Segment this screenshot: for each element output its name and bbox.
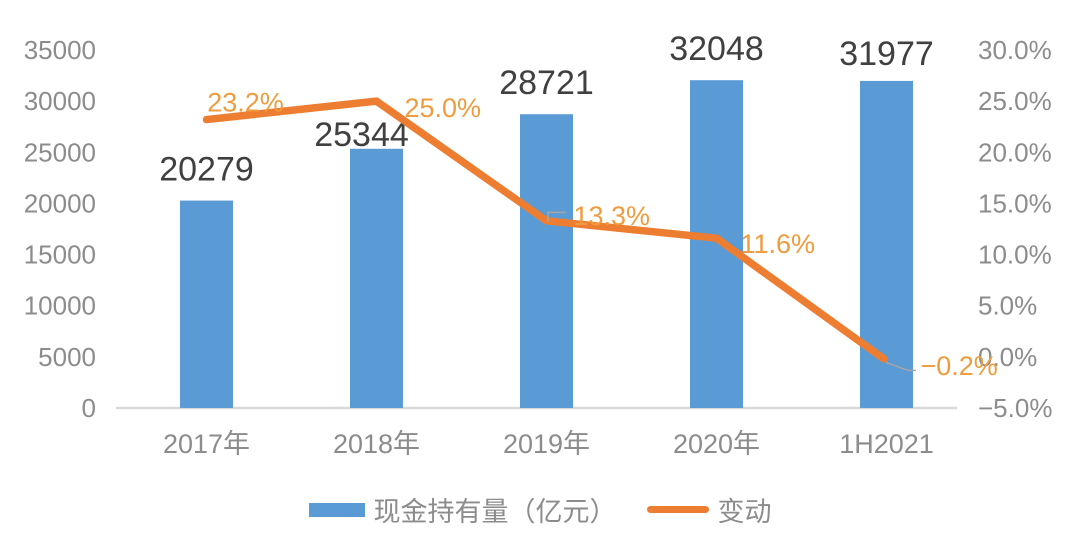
bar bbox=[520, 114, 573, 409]
bar-value-label: 32048 bbox=[669, 30, 764, 68]
bar-value-label: 31977 bbox=[839, 35, 934, 73]
legend-item-bar-series: 现金持有量（亿元） bbox=[308, 490, 617, 529]
bar-value-label: 28721 bbox=[499, 64, 594, 102]
left-axis-tick-label: 35000 bbox=[24, 35, 96, 65]
right-axis-tick-label: 20.0% bbox=[978, 137, 1052, 167]
left-axis-tick-label: 25000 bbox=[24, 137, 96, 167]
bar bbox=[690, 80, 743, 409]
line-series-swatch bbox=[646, 506, 709, 513]
line-value-label: 25.0% bbox=[405, 93, 482, 123]
right-axis-tick-label: 15.0% bbox=[978, 188, 1052, 218]
category-label: 2017年 bbox=[163, 429, 250, 459]
line-value-label: 23.2% bbox=[207, 88, 284, 118]
bar-series-legend-label: 现金持有量（亿元） bbox=[373, 497, 617, 527]
bar bbox=[350, 148, 403, 408]
left-axis-tick-label: 5000 bbox=[38, 342, 96, 372]
label-leader-line bbox=[547, 211, 566, 222]
legend: 现金持有量（亿元） 变动 bbox=[0, 490, 1080, 529]
line-value-label: 11.6% bbox=[741, 229, 816, 259]
bar bbox=[180, 200, 233, 408]
right-axis-tick-label: 5.0% bbox=[978, 291, 1037, 321]
change-line bbox=[202, 97, 888, 363]
line-value-label: 13.3% bbox=[574, 201, 651, 231]
left-axis-tick-label: 15000 bbox=[24, 240, 96, 270]
bar-value-label: 20279 bbox=[159, 151, 254, 189]
line-series-legend-label: 变动 bbox=[717, 497, 772, 527]
right-axis-tick-label: 0.0% bbox=[978, 342, 1037, 372]
right-axis-tick-label: 25.0% bbox=[978, 86, 1052, 116]
left-axis-tick-label: 10000 bbox=[24, 291, 96, 321]
right-axis-tick-label: 30.0% bbox=[978, 35, 1052, 65]
label-leader-line bbox=[885, 361, 916, 372]
category-label: 2019年 bbox=[503, 429, 590, 459]
legend-item-line-series: 变动 bbox=[646, 490, 772, 529]
bar bbox=[860, 80, 913, 409]
left-axis-tick-label: 20000 bbox=[24, 188, 96, 218]
category-label: 2018年 bbox=[333, 429, 420, 459]
left-axis-tick-label: 0 bbox=[82, 393, 96, 423]
right-axis-tick-label: 10.0% bbox=[978, 240, 1052, 270]
line-value-label: −0.2% bbox=[921, 351, 998, 381]
left-axis-tick-label: 30000 bbox=[24, 86, 96, 116]
category-label: 2020年 bbox=[673, 429, 760, 459]
right-axis-tick-label: −5.0% bbox=[978, 393, 1052, 423]
category-label: 1H2021 bbox=[839, 429, 934, 459]
bar-series-swatch bbox=[308, 502, 365, 517]
bar-value-label: 25344 bbox=[314, 116, 409, 154]
